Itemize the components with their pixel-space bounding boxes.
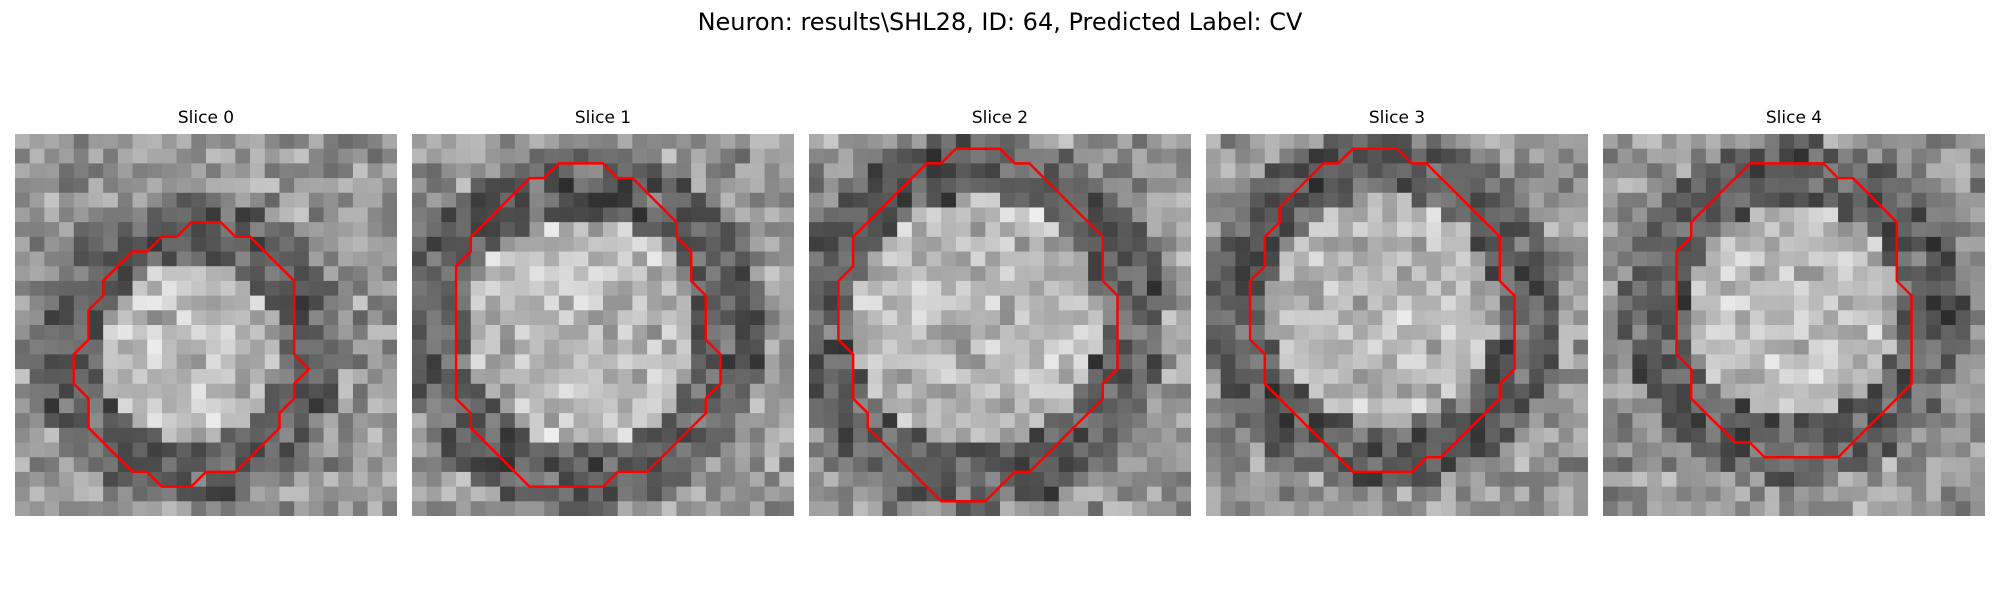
microscopy-image [412, 134, 794, 516]
neuron-contour [837, 147, 1119, 503]
pixel-grid [1206, 134, 1588, 516]
microscopy-image [809, 134, 1191, 516]
slice-panel-3: Slice 3 [1206, 106, 1588, 522]
pixel-grid [412, 134, 794, 516]
slice-panel-0: Slice 0 [15, 106, 397, 522]
slice-title: Slice 3 [1368, 108, 1426, 128]
slice-panel-4: Slice 4 [1603, 106, 1985, 522]
figure-title: Neuron: results\SHL28, ID: 64, Predicted… [697, 8, 1303, 36]
slice-title: Slice 4 [1765, 108, 1823, 128]
neuron-contour [1248, 147, 1516, 474]
neuron-contour [72, 220, 311, 488]
microscopy-image [1603, 134, 1985, 516]
slice-panel-2: Slice 2 [809, 106, 1191, 522]
microscopy-image [1206, 134, 1588, 516]
slice-panel-1: Slice 1 [412, 106, 794, 522]
pixel-grid [809, 134, 1191, 516]
slice-title: Slice 1 [574, 108, 632, 128]
microscopy-image [15, 134, 397, 516]
neuron-contour [454, 162, 722, 488]
pixel-grid [15, 134, 397, 516]
slice-title: Slice 2 [971, 108, 1029, 128]
slice-title: Slice 0 [177, 108, 235, 128]
neuron-contour [1675, 162, 1913, 459]
pixel-grid [1603, 134, 1985, 516]
